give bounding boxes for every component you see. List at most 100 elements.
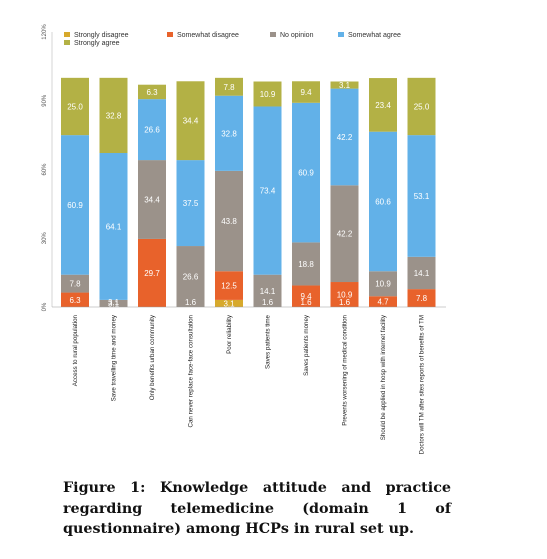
data-label: 23.4: [375, 101, 391, 110]
bar-segment: [330, 81, 359, 89]
data-label: 9.4: [300, 88, 312, 97]
bar-segment: [253, 274, 282, 307]
x-category-label: Saves patients money: [303, 314, 310, 376]
y-tick-label: 30%: [42, 232, 48, 245]
y-tick-label: 90%: [42, 94, 48, 107]
x-category-label: Doctors will TM after sites reports of b…: [419, 315, 426, 454]
data-label: 7.8: [416, 294, 428, 303]
data-label: 18.8: [298, 260, 314, 269]
bar-segment: [61, 77, 89, 136]
legend-label: Somewhat disagree: [177, 32, 239, 39]
bar-segment: [138, 99, 166, 161]
bar-segment: [369, 78, 397, 132]
data-label: 29.7: [144, 269, 160, 278]
x-category-label: Saves patients time: [265, 314, 272, 369]
legend-label: Strongly agree: [74, 40, 120, 47]
bar-segment: [215, 170, 243, 272]
data-label: 10.9: [375, 280, 391, 289]
x-category-label: Save travelling time and money: [111, 314, 118, 401]
data-label: 3.1: [223, 299, 235, 308]
data-label: 7.8: [69, 280, 81, 289]
legend-label: Strongly disagree: [74, 32, 129, 39]
bar-segment: [253, 81, 282, 107]
y-tick-label: 120%: [42, 24, 48, 40]
data-label: 4.7: [377, 298, 389, 307]
data-label: 6.3: [146, 88, 158, 97]
x-category-label: Can never replace face-face consultation: [188, 314, 195, 427]
data-label: 1.6: [262, 298, 274, 307]
data-label: 60.6: [375, 197, 391, 206]
data-label: 60.9: [67, 201, 83, 210]
y-tick-label: 0%: [42, 302, 48, 311]
data-label: 14.1: [260, 287, 276, 296]
data-label: 42.2: [337, 133, 353, 142]
x-category-label: Should be applied in hosp with internet …: [380, 314, 387, 440]
bar-segment: [253, 106, 282, 275]
bar-segment: [215, 77, 243, 96]
data-label: 34.4: [183, 117, 199, 126]
data-label: 42.2: [337, 230, 353, 239]
bar-segment: [138, 160, 166, 239]
bar-segment: [292, 81, 320, 103]
bar-segment: [99, 77, 128, 153]
legend-swatch: [167, 32, 173, 37]
bar-segment: [407, 256, 436, 290]
x-category-label: Access to rural population: [72, 314, 79, 386]
bar-segment: [407, 77, 436, 136]
bar-segment: [292, 285, 320, 307]
data-label: 10.9: [260, 90, 276, 99]
legend-swatch: [64, 40, 70, 45]
legend-label: No opinion: [280, 32, 314, 39]
legend-swatch: [64, 32, 70, 37]
bar-segment: [330, 88, 359, 186]
data-label: 73.4: [260, 187, 276, 196]
bar-segment: [61, 135, 89, 275]
data-label: 3.1: [108, 298, 120, 307]
bar-segment: [99, 153, 128, 300]
data-label: 3.1: [108, 299, 120, 308]
bar-segment: [138, 84, 166, 100]
bar-segment: [176, 81, 205, 161]
bar-segment: [61, 292, 89, 307]
y-axis: 0% 30% 60% 90% 120%: [42, 24, 53, 311]
data-label: 25.0: [67, 102, 83, 111]
data-label: 6.3: [69, 296, 81, 305]
legend-swatch: [270, 32, 276, 37]
data-label: 64.1: [106, 222, 122, 231]
bar-segment: [292, 242, 320, 286]
data-label: 10.9: [337, 291, 353, 300]
bar-segment: [176, 160, 205, 247]
bar-segment: [407, 289, 436, 307]
legend-swatch: [338, 32, 344, 37]
x-category-label: Only benefits urban community: [149, 314, 156, 400]
bar-segment: [138, 238, 166, 307]
data-label: 32.8: [106, 111, 122, 120]
bar-segment: [330, 282, 359, 307]
data-label: 9.4: [300, 292, 312, 301]
bar-segment: [292, 102, 320, 243]
data-label: 12.5: [221, 282, 237, 291]
bar-segment: [369, 271, 397, 297]
bar-segment: [215, 271, 243, 300]
data-label: 26.6: [183, 273, 199, 282]
bar-segment: [407, 135, 436, 257]
data-label: 37.5: [183, 199, 199, 208]
bar-segment: [369, 131, 397, 272]
bar-segment: [215, 299, 243, 307]
data-label: 3.1: [339, 81, 351, 90]
data-label: 14.1: [414, 269, 430, 278]
figure-caption: Figure 1: Knowledge attitude and practic…: [63, 480, 451, 537]
bar-segment: [176, 246, 205, 307]
data-label: 1.6: [339, 298, 351, 307]
data-label: 60.9: [298, 169, 314, 178]
chart-legend: Strongly disagree Somewhat disagree No opi…: [64, 32, 401, 47]
bar-segment: [61, 274, 89, 293]
data-label: 34.4: [144, 196, 160, 205]
data-label: 26.6: [144, 126, 160, 135]
bar-segment: [369, 296, 397, 307]
y-tick-label: 60%: [42, 163, 48, 176]
data-label: 25.0: [414, 102, 430, 111]
bar-segment: [99, 299, 128, 307]
bar-segment: [330, 185, 359, 283]
x-category-label: Poor reliability: [226, 314, 233, 354]
